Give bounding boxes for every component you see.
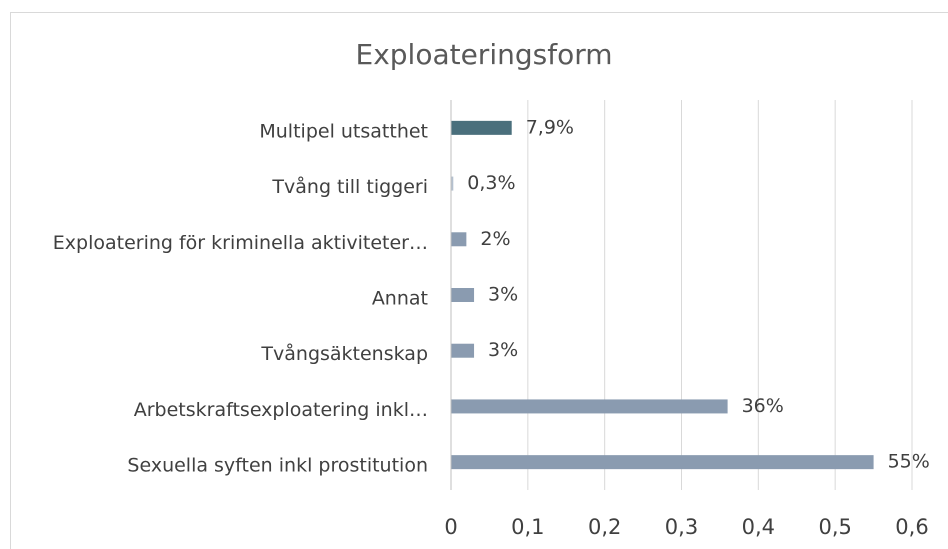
bar bbox=[451, 120, 512, 135]
x-tick-label: 0,3 bbox=[665, 515, 698, 539]
y-tick-label: Annat bbox=[372, 288, 428, 310]
y-tick-label: Arbetskraftsexploatering inkl… bbox=[134, 399, 428, 421]
x-tick-label: 0 bbox=[444, 515, 457, 539]
value-label: 55% bbox=[888, 451, 930, 473]
bar bbox=[451, 176, 454, 191]
value-label: 3% bbox=[488, 284, 518, 306]
value-label: 2% bbox=[480, 228, 510, 250]
value-label: 36% bbox=[742, 395, 784, 417]
bar bbox=[451, 455, 874, 470]
bar bbox=[451, 288, 475, 302]
value-label: 7,9% bbox=[526, 116, 574, 138]
bar bbox=[451, 343, 475, 358]
bar bbox=[451, 399, 728, 414]
chart-title: Exploateringsform bbox=[356, 38, 613, 71]
y-tick-label: Tvång till tiggeri bbox=[271, 175, 428, 198]
y-tick-label: Exploatering för kriminella aktiviteter… bbox=[53, 232, 428, 254]
value-label: 3% bbox=[488, 339, 518, 361]
x-tick-label: 0,2 bbox=[588, 515, 621, 539]
bar bbox=[451, 232, 467, 247]
y-tick-label: Tvångsäktenskap bbox=[260, 342, 428, 365]
y-tick-label: Sexuella syften inkl prostitution bbox=[127, 455, 428, 477]
x-tick-label: 0,6 bbox=[895, 515, 928, 539]
x-tick-label: 0,5 bbox=[818, 515, 851, 539]
value-label: 0,3% bbox=[467, 172, 515, 194]
x-tick-label: 0,1 bbox=[511, 515, 544, 539]
y-tick-label: Multipel utsatthet bbox=[259, 120, 428, 142]
x-tick-label: 0,4 bbox=[742, 515, 775, 539]
